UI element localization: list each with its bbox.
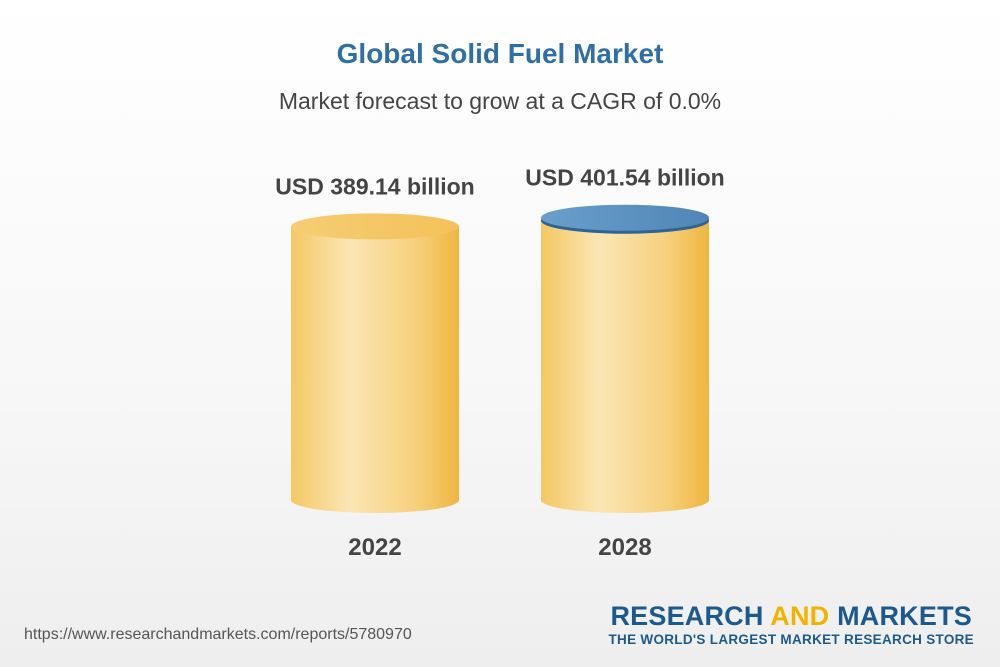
cylinder-body	[541, 217, 709, 513]
bars-layer: USD 389.14 billion 2022 USD 401.54 billion…	[275, 165, 724, 561]
value-label: USD 389.14 billion	[275, 173, 474, 199]
chart-subtitle: Market forecast to grow at a CAGR of 0.0…	[278, 88, 722, 114]
chart-title: Global Solid Fuel Market	[336, 38, 664, 69]
x-tick-label: 2028	[598, 534, 651, 561]
value-label: USD 401.54 billion	[525, 165, 724, 191]
x-tick-label: 2022	[348, 534, 401, 561]
brand-name: RESEARCH AND MARKETS	[608, 601, 974, 631]
brand-word-markets: MARKETS	[837, 601, 972, 631]
source-url[interactable]: https://www.researchandmarkets.com/repor…	[24, 626, 412, 643]
cylinder-top	[291, 213, 459, 240]
cylinder-top	[541, 204, 709, 231]
bar-2028: USD 401.54 billion 2028	[525, 165, 724, 561]
cylinder-chart: USD 389.14 billion 2022 USD 401.54 billion…	[275, 165, 724, 561]
brand-tagline: THE WORLD'S LARGEST MARKET RESEARCH STOR…	[608, 632, 974, 647]
bar-2022: USD 389.14 billion 2022	[275, 173, 474, 561]
brand-word-research: RESEARCH	[610, 601, 764, 631]
cylinder-body	[291, 226, 459, 514]
brand-logo: RESEARCH AND MARKETS THE WORLD'S LARGEST…	[608, 601, 974, 647]
brand-word-and: AND	[770, 601, 830, 631]
